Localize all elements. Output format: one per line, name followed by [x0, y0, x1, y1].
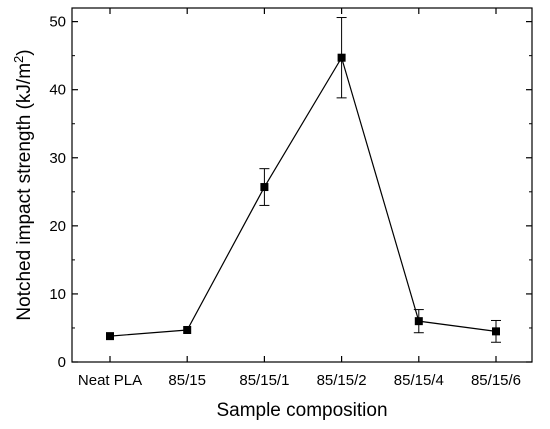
x-tick-label: Neat PLA — [78, 372, 142, 389]
y-axis-ticks: 0 10 20 30 40 50 — [49, 14, 532, 371]
data-point — [183, 326, 192, 335]
series-layer — [106, 17, 501, 343]
x-tick-label: 85/15/2 — [317, 372, 367, 389]
data-point — [106, 332, 114, 341]
y-tick-label: 20 — [49, 218, 66, 235]
x-tick-label: 85/15 — [168, 372, 206, 389]
y-tick-label: 40 — [49, 82, 66, 99]
x-tick-label: 85/15/1 — [239, 372, 289, 389]
y-tick-label: 0 — [58, 354, 66, 371]
x-axis-title: Sample composition — [216, 400, 387, 421]
y-tick-label: 10 — [49, 286, 66, 303]
data-point — [492, 327, 500, 336]
data-point — [337, 53, 346, 62]
data-point — [414, 317, 423, 326]
data-point — [260, 183, 269, 192]
plot-frame — [71, 7, 533, 363]
y-tick-label: 50 — [49, 14, 66, 31]
x-tick-label: 85/15/4 — [394, 372, 444, 389]
y-tick-label: 30 — [49, 150, 66, 167]
y-axis-title: Notched impact strength (kJ/m2) — [11, 49, 35, 320]
x-axis-ticks: Neat PLA 85/15 85/15/1 85/15/2 85/15/4 85/15/… — [78, 8, 521, 389]
series-line — [109, 56, 497, 337]
x-tick-label: 85/15/6 — [471, 372, 521, 389]
